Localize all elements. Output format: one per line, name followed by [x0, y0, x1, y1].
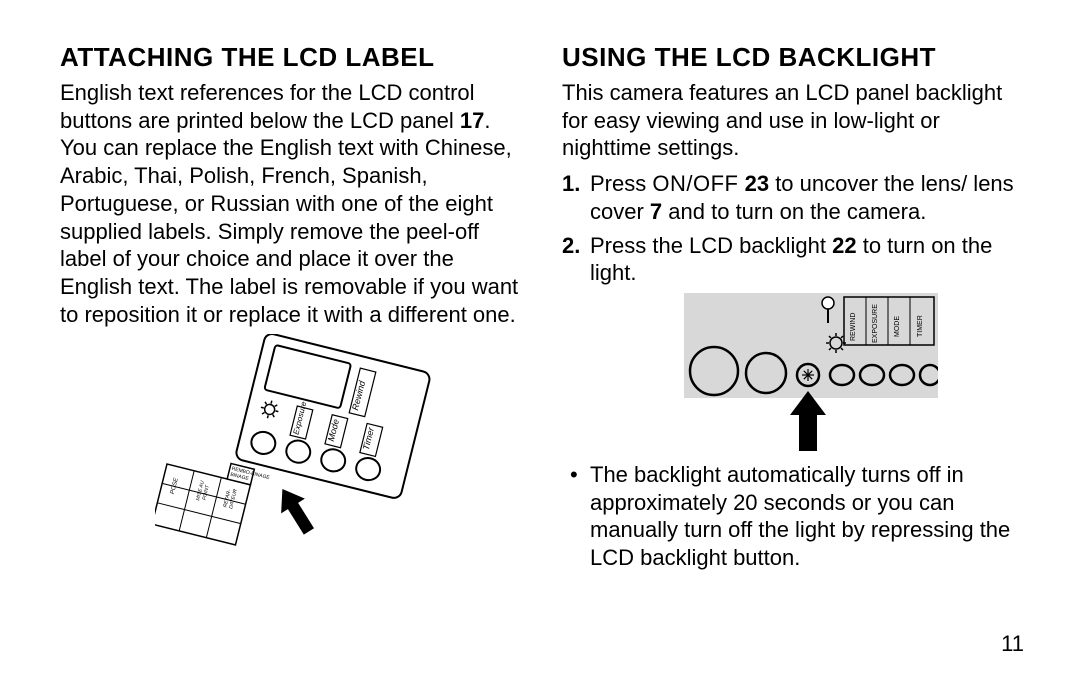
heading-backlight: USING THE LCD BACKLIGHT	[562, 42, 1032, 73]
lcd: LCD	[590, 545, 634, 570]
ref-23: 23	[745, 171, 769, 196]
ref-7: 7	[650, 199, 662, 224]
text: English text references for the LCD cont…	[60, 80, 475, 133]
text: Press	[590, 171, 652, 196]
para-backlight-intro: This camera features an LCD panel backli…	[562, 79, 1032, 162]
diagram-backlight: REWIND EXPOSURE MODE TIMER	[562, 293, 1032, 453]
step-num: 2.	[562, 232, 580, 260]
step-1: 1. Press ON/OFF 23 to uncover the lens/ …	[562, 170, 1032, 225]
para-attaching: English text references for the LCD cont…	[60, 79, 530, 328]
svg-text:REWIND: REWIND	[850, 313, 857, 341]
text: . You can replace the English text with …	[60, 108, 518, 327]
step-2: 2. Press the LCD backlight 22 to turn on…	[562, 232, 1032, 287]
text: Press the LCD backlight	[590, 233, 832, 258]
heading-attaching: ATTACHING THE LCD LABEL	[60, 42, 530, 73]
page-number: 11	[1001, 631, 1024, 657]
svg-text:MODE: MODE	[894, 316, 901, 337]
ref-22: 22	[832, 233, 856, 258]
diagram-label-sheet: Rewind Exposure Mode Timer REMBO-BINAGE …	[60, 334, 530, 552]
svg-text:EXPOSURE: EXPOSURE	[872, 304, 879, 343]
bullet-dot: •	[570, 461, 578, 489]
text: The backlight automatically turns off in…	[590, 462, 1010, 542]
text: backlight button.	[634, 545, 800, 570]
bullet-backlight: • The backlight automatically turns off …	[562, 461, 1032, 572]
onoff: ON/OFF	[652, 171, 738, 196]
text: and to turn on the camera.	[662, 199, 926, 224]
step-num: 1.	[562, 170, 580, 198]
ref-17: 17	[460, 108, 484, 133]
svg-text:TIMER: TIMER	[917, 315, 924, 337]
